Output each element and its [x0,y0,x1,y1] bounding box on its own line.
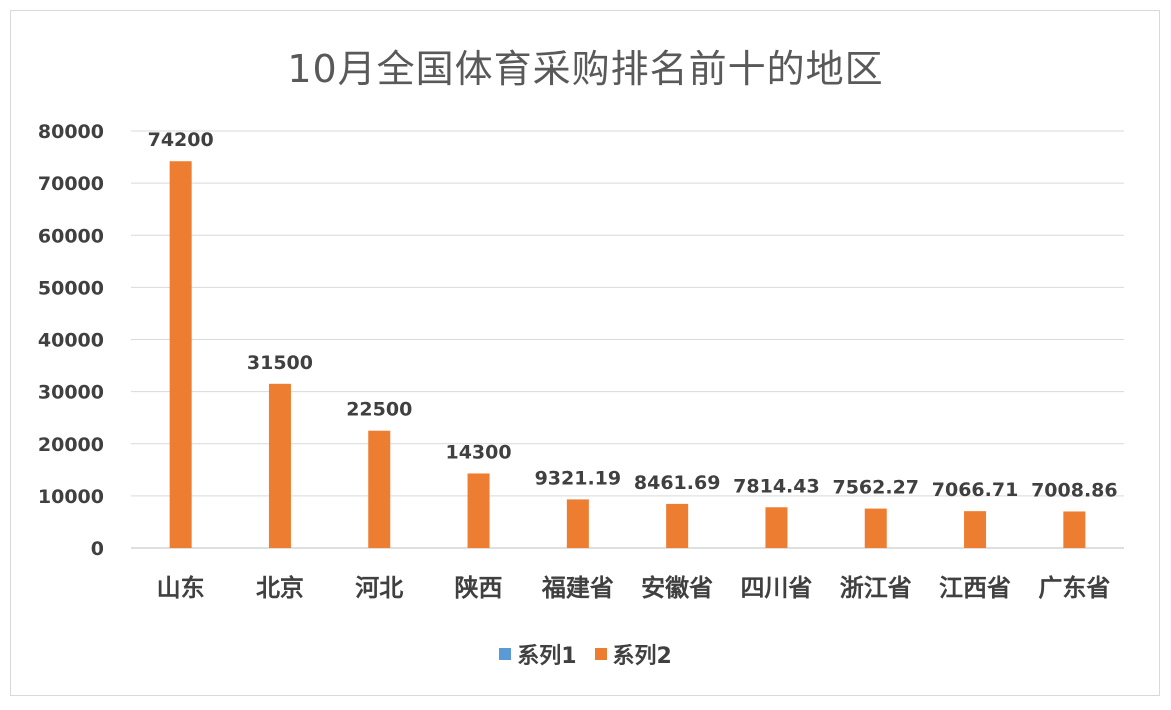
x-tick-label: 广东省 [1038,574,1110,602]
bar-series2 [864,508,887,548]
bar-series2 [368,430,391,548]
bar-series2 [566,499,589,548]
y-tick-label: 10000 [38,486,104,508]
bar-series2 [1063,511,1086,548]
x-tick-label: 北京 [256,574,304,602]
legend-item-series1: 系列1 [499,638,577,670]
bar-series2 [964,511,987,548]
data-label: 7066.71 [932,479,1019,501]
bar-series2 [467,473,490,548]
data-label: 14300 [445,441,511,463]
data-label: 8461.69 [634,472,721,494]
y-tick-label: 30000 [38,382,104,404]
bar-series2 [666,503,689,548]
x-tick-label: 安徽省 [641,574,713,602]
x-tick-label: 陕西 [455,574,503,602]
x-tick-label: 福建省 [541,574,614,602]
y-tick-label: 70000 [38,173,104,195]
y-tick-label: 80000 [38,121,104,143]
data-label: 9321.19 [535,467,622,489]
data-label: 22500 [346,399,412,421]
bar-series2 [268,383,291,548]
data-label: 31500 [247,352,313,374]
x-tick-label: 河北 [355,574,403,602]
x-tick-label: 山东 [157,574,205,602]
y-tick-label: 0 [91,538,104,560]
x-tick-label: 四川省 [740,574,812,602]
bar-series2 [765,507,788,548]
y-tick-label: 60000 [38,225,104,247]
data-label: 7562.27 [832,477,919,499]
chart-frame [10,10,1160,696]
data-label: 74200 [148,129,214,151]
legend-label-series1: 系列1 [517,644,577,669]
legend: 系列1 系列2 [0,638,1171,670]
legend-label-series2: 系列2 [612,644,672,669]
data-label: 7814.43 [733,475,820,497]
x-tick-label: 江西省 [939,574,1011,602]
chart-title: 10月全国体育采购排名前十的地区 [287,47,884,91]
legend-swatch-series1 [499,648,512,660]
bar-series2 [169,161,192,549]
y-tick-label: 20000 [38,434,104,456]
x-tick-label: 浙江省 [840,574,912,602]
legend-swatch-series2 [594,648,607,660]
y-tick-label: 50000 [38,277,104,299]
legend-item-series2: 系列2 [594,638,672,670]
data-label: 7008.86 [1031,479,1118,501]
y-tick-label: 40000 [38,330,104,352]
